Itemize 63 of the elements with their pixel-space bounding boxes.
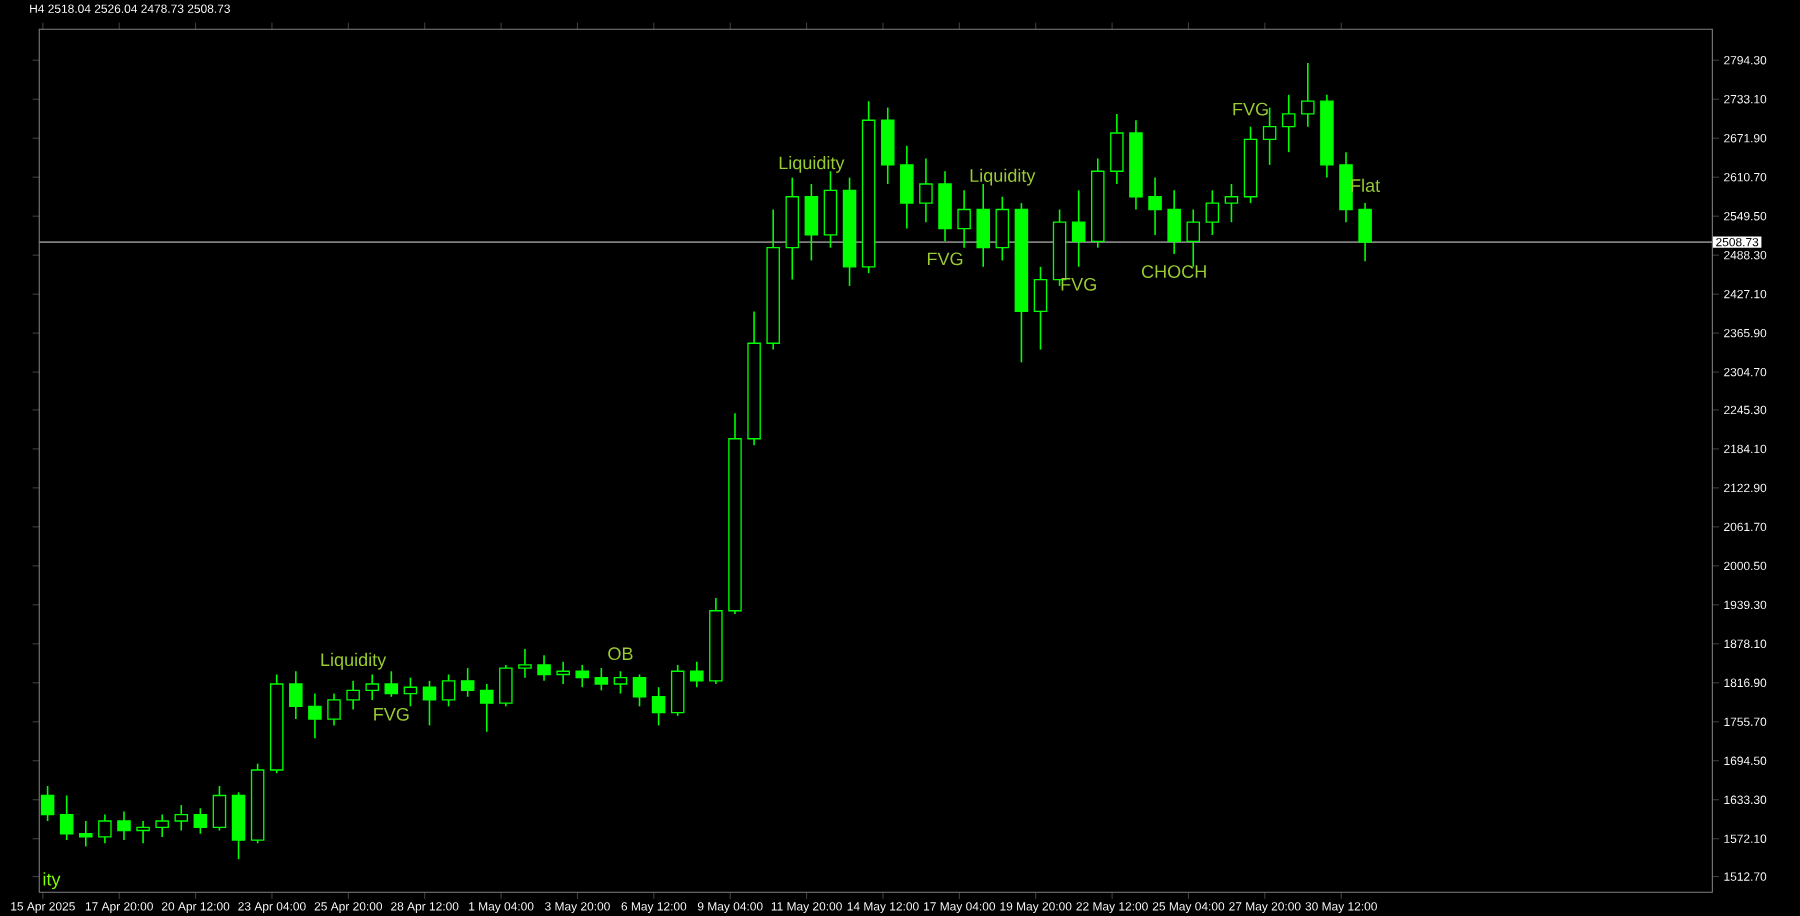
candlestick: [1358, 202, 1372, 262]
candlestick: [1224, 183, 1239, 223]
candlestick: [365, 673, 379, 701]
candlestick: [59, 794, 74, 841]
candlestick: [1281, 93, 1296, 153]
candlestick: [976, 183, 990, 268]
annotation: Liquidity: [970, 168, 1036, 186]
candlestick: [1167, 189, 1181, 255]
candlestick: [460, 667, 475, 698]
annotation: FVG: [1061, 277, 1096, 291]
annotation: OB: [608, 647, 633, 661]
candlestick: [117, 810, 131, 841]
candlestick: [327, 692, 341, 727]
annotation: Liquidity: [321, 652, 387, 670]
candlestick: [308, 692, 322, 739]
candlestick: [1339, 151, 1353, 223]
candlestick: [1071, 189, 1086, 268]
candlestick: [900, 144, 914, 230]
candlestick: [441, 673, 456, 708]
candlestick: [938, 170, 952, 243]
candlestick: [479, 683, 494, 733]
candlestick: [231, 791, 246, 860]
candlestick: [1205, 189, 1220, 236]
annotation: Liquidity: [779, 155, 845, 173]
annotation: FVG: [1233, 102, 1268, 116]
candlestick: [880, 106, 895, 185]
candlestick: [1148, 176, 1162, 236]
candlestick: [384, 670, 399, 698]
candlestick: [556, 660, 570, 685]
candlestick: [155, 813, 169, 838]
candlestick: [537, 654, 551, 682]
candlestick: [651, 686, 666, 727]
candlestick: [289, 670, 303, 720]
candlestick: [594, 667, 609, 692]
annotation: CHOCH: [1141, 265, 1206, 278]
candlestick: [804, 183, 819, 262]
candlestick: [575, 664, 590, 688]
candlestick: [1110, 113, 1124, 185]
candlestick: [346, 679, 360, 711]
candlestick: [518, 648, 532, 679]
candlestick: [98, 813, 112, 844]
candlestick: [957, 189, 971, 249]
candlestick: [823, 170, 838, 249]
candlestick: [1186, 208, 1201, 268]
candlestick: [690, 660, 704, 688]
candlestick: [670, 664, 685, 717]
annotation: ity: [43, 872, 61, 890]
candlestick: [174, 804, 189, 832]
candlestick: [995, 195, 1010, 262]
candlestick: [422, 679, 437, 727]
candlestick: [613, 670, 628, 695]
candlestick: [632, 673, 647, 708]
candlestick: [1033, 265, 1048, 351]
candlestick: [193, 807, 208, 835]
candlestick: [919, 157, 933, 223]
candlestick: [40, 785, 55, 822]
candlestick: [499, 664, 513, 708]
candlestick: [212, 785, 227, 832]
annotation: FVG: [927, 252, 963, 266]
candlestick: [79, 820, 93, 848]
candlestick: [136, 820, 150, 844]
annotation: FVG: [374, 707, 409, 721]
candlestick: [1301, 62, 1315, 128]
